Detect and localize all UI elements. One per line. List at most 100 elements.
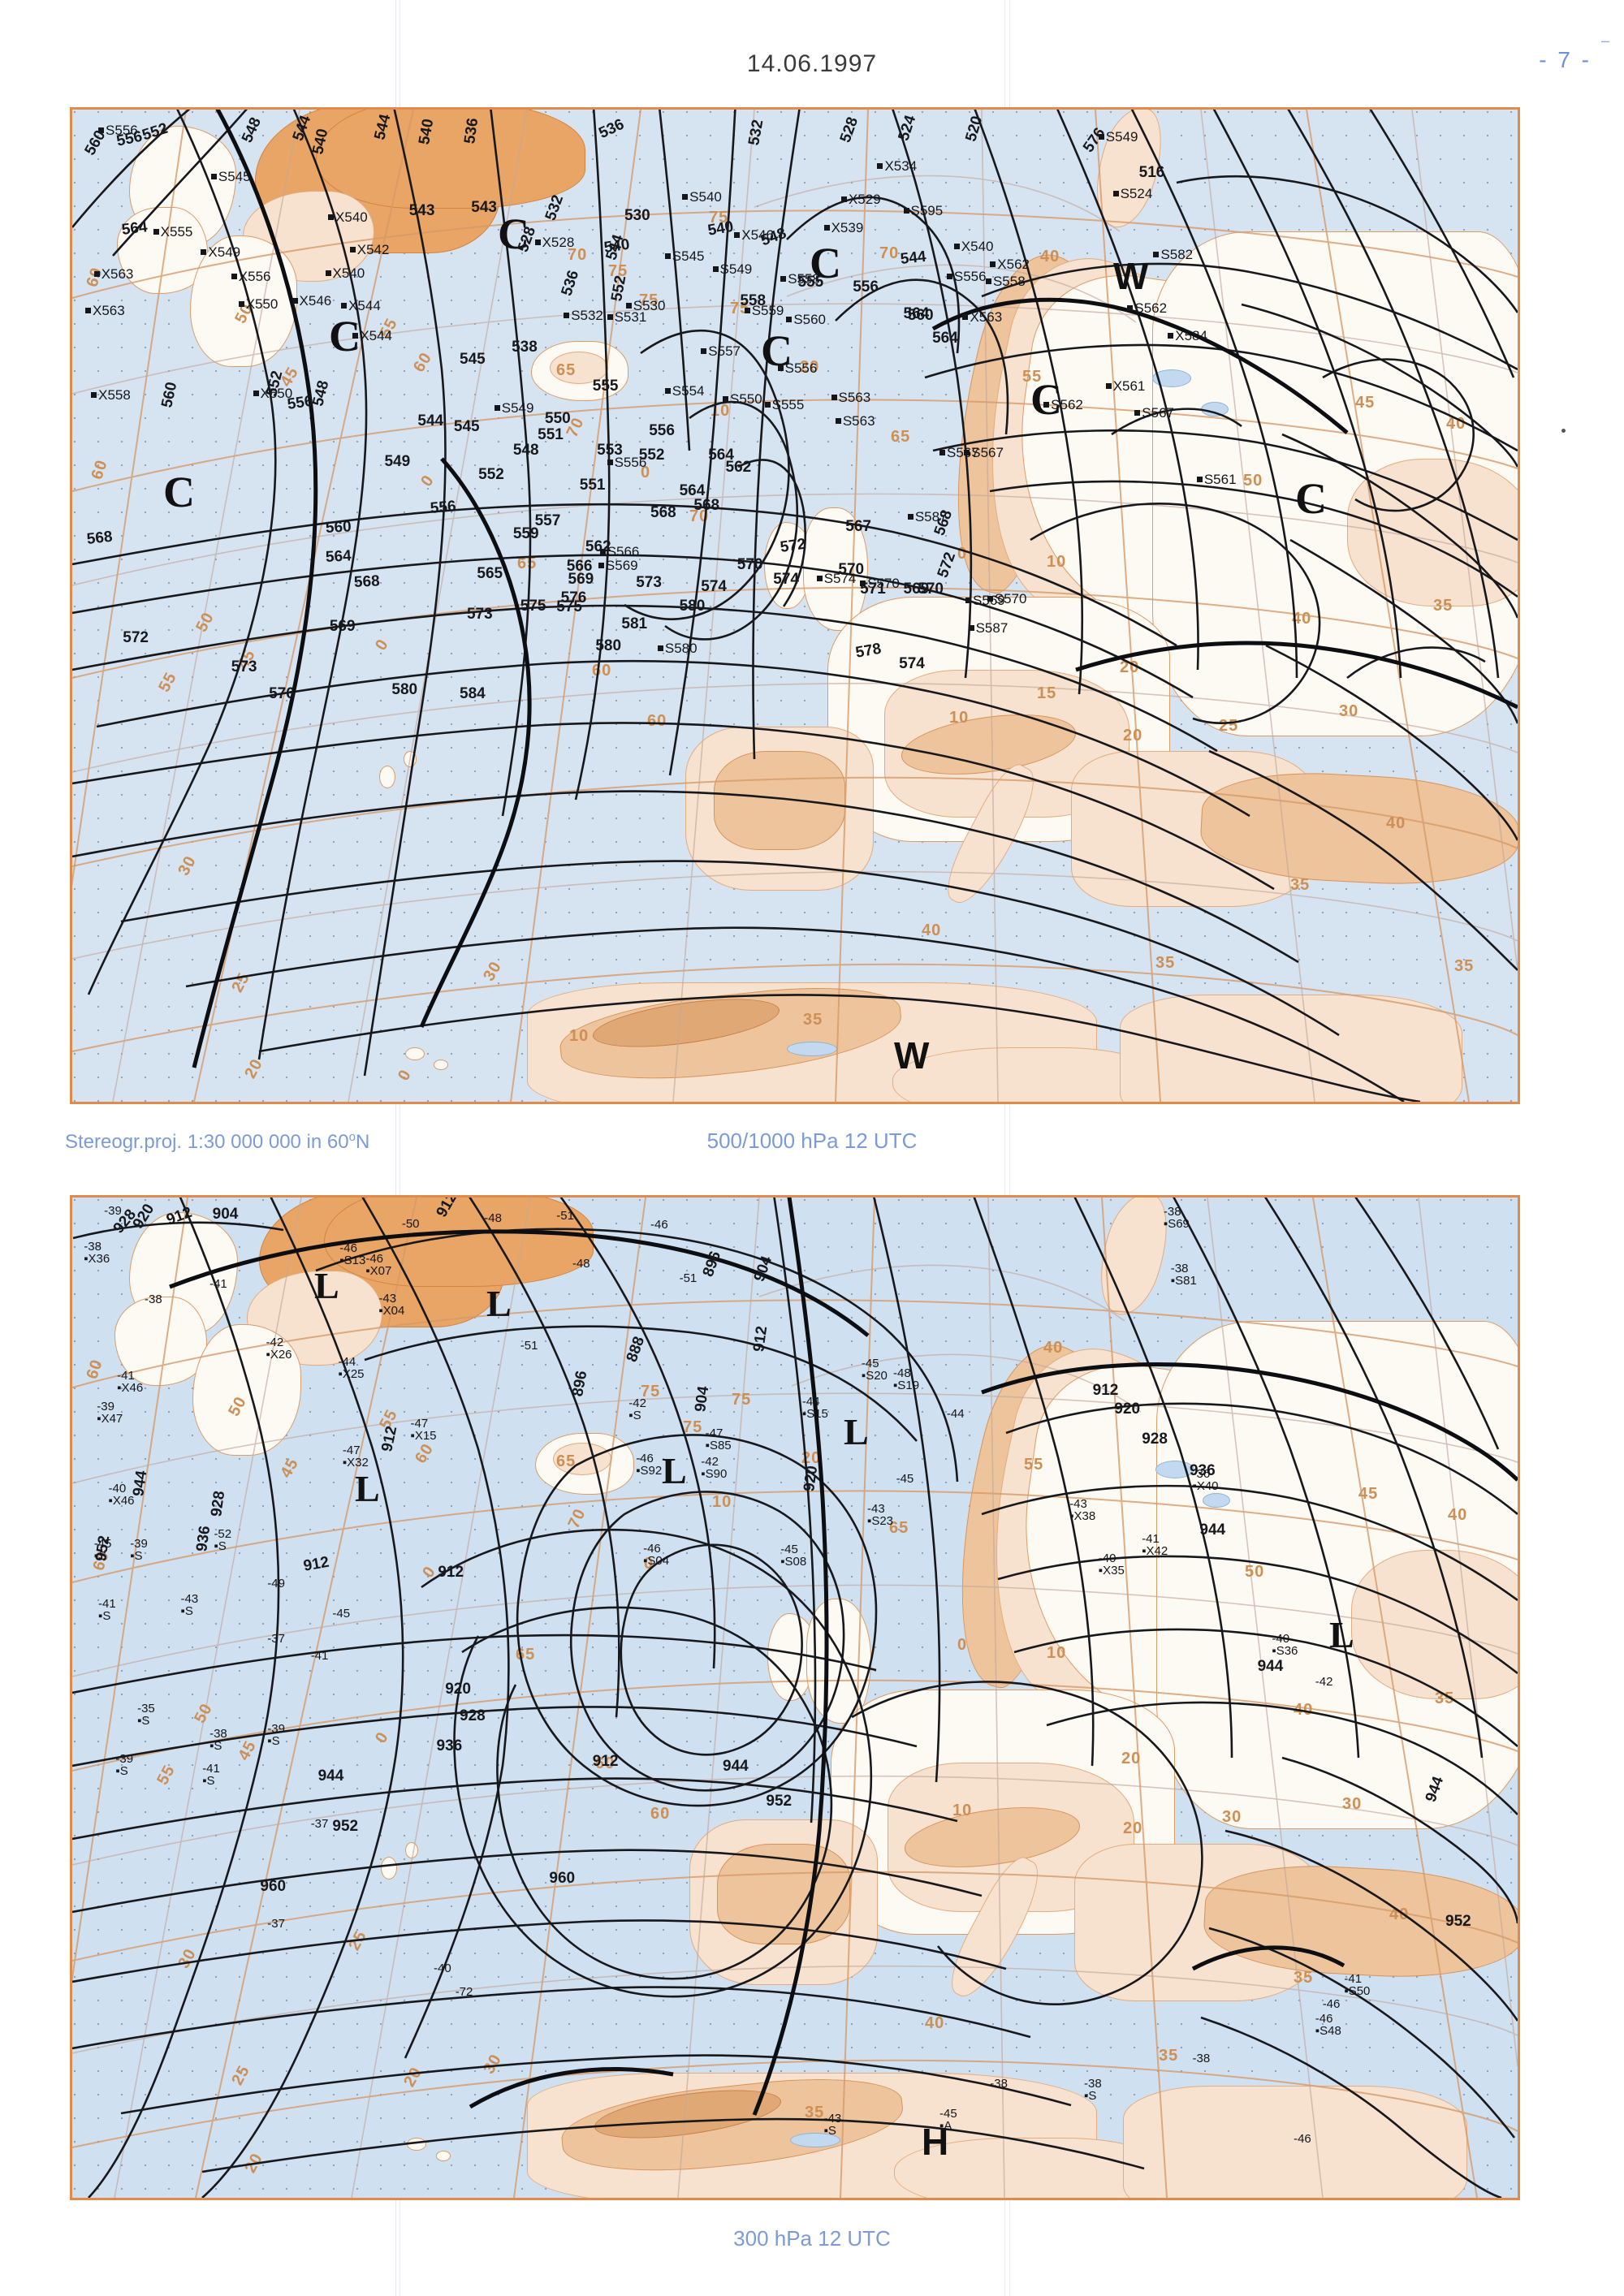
station-value: S567 (964, 445, 1004, 461)
projection-caption: Stereogr.proj. 1:30 000 000 in 60oN (65, 1130, 370, 1153)
low-centre-symbol: C (761, 326, 793, 375)
low-centre-symbol: L (314, 1265, 339, 1306)
station-temperature: -46 (365, 1251, 384, 1266)
station-temperature: -40 (434, 1962, 451, 1976)
station-temperature: -40 (1098, 1552, 1116, 1566)
station-temperature: -37 (310, 1816, 329, 1831)
station-temperature: -37 (267, 1631, 285, 1646)
graticule-label: 30 (1339, 702, 1359, 720)
station-plot: -38 (1193, 2052, 1211, 2065)
contour-label: 912 (749, 1324, 771, 1353)
station-temperature: -38 (145, 1293, 162, 1307)
contour-label: 904 (212, 1205, 239, 1223)
station-value: X544 (341, 298, 381, 314)
contour-label: 584 (460, 684, 486, 702)
station-temperature: -48 (484, 1211, 502, 1226)
station-value: S587 (907, 509, 948, 525)
contour-label: 912 (438, 1563, 464, 1581)
station-value: S556 (607, 455, 646, 471)
station-temperature: -38 (84, 1239, 102, 1254)
station-id: ▪S (180, 1603, 193, 1618)
station-value: S567 (1134, 405, 1174, 421)
station-plot: -46 ▪S48 (1315, 2013, 1341, 2037)
graticule-label: 0 (957, 1636, 968, 1654)
station-plot: -72 (456, 1986, 473, 1998)
station-temperature: -42 (1315, 1674, 1333, 1689)
station-plot: -48 (572, 1258, 590, 1270)
station-id: ▪S90 (701, 1466, 728, 1481)
station-id: ▪X36 (84, 1251, 110, 1266)
station-temperature: -45 (93, 1536, 112, 1551)
station-value: X528 (534, 235, 574, 251)
station-temperature: -48 (893, 1366, 911, 1381)
station-plot: -44 ▪S15 (802, 1396, 828, 1420)
graticule-label: 40 (1294, 1701, 1314, 1719)
station-plot: -44 ▪X25 (339, 1356, 365, 1380)
station-value: S540 (682, 189, 722, 205)
station-plot: -50 (402, 1218, 420, 1230)
station-temperature: -41 (1142, 1531, 1160, 1546)
station-plot: -41 ▪X46 (117, 1370, 143, 1394)
graticule-label: 40 (925, 2014, 945, 2032)
graticule-label: 35 (803, 1011, 823, 1029)
page-number: - 7 - (1539, 47, 1592, 72)
low-centre-symbol: L (355, 1468, 380, 1509)
contour-label: 570 (838, 561, 865, 578)
contour-label: 575 (556, 598, 582, 616)
station-value: S524 (1112, 186, 1152, 202)
station-value: S545 (664, 248, 705, 265)
station-value: S560 (786, 312, 826, 328)
contour-label: 553 (597, 442, 623, 460)
station-plot: -46 ▪S13 (339, 1242, 365, 1267)
station-plot: -47 ▪X15 (411, 1418, 437, 1442)
station-plot: -42 (1315, 1676, 1333, 1688)
station-plot: -37 (267, 1633, 285, 1645)
low-centre-symbol: L (662, 1450, 687, 1491)
station-id: ▪S13 (339, 1254, 366, 1268)
contour-label: 569 (903, 580, 930, 598)
station-value: S554 (664, 383, 705, 399)
contour-label: 562 (725, 459, 752, 477)
station-plot: -45 ▪S (94, 1538, 112, 1562)
graticule-label: 40 (1043, 1339, 1064, 1357)
station-temperature: -38 (1192, 2052, 1211, 2066)
station-temperature: -44 (801, 1394, 820, 1409)
graticule-label: 60 (647, 712, 667, 730)
contour-label: 536 (460, 116, 482, 145)
graticule-label: 35 (1435, 1690, 1455, 1707)
map-300-caption: 300 hPa 12 UTC (733, 2226, 891, 2251)
graticule-label: 75 (639, 291, 659, 309)
contour-label: 564 (679, 482, 706, 500)
station-value: S549 (1098, 129, 1138, 145)
station-plot: -39 ▪S (115, 1753, 133, 1777)
graticule-label: 70 (879, 244, 900, 262)
contour-label: 570 (736, 555, 763, 573)
station-temperature: -43 (378, 1292, 397, 1306)
station-temperature: -43 (180, 1591, 199, 1606)
station-id: ▪S36 (1272, 1643, 1298, 1658)
contour-label: 572 (123, 629, 149, 647)
station-temperature: -46 (1315, 2012, 1333, 2026)
station-value: S549 (494, 400, 533, 416)
graticule-label: 35 (1294, 1969, 1314, 1987)
graticule-label: 75 (608, 262, 628, 280)
station-value: X544 (352, 328, 392, 344)
contour-label: 936 (1189, 1462, 1216, 1480)
station-plot: -38 ▪S (209, 1728, 227, 1752)
station-temperature: -50 (401, 1216, 420, 1231)
contour-label: 936 (193, 1525, 214, 1553)
station-plot: -40 ▪X46 (109, 1482, 135, 1507)
low-centre-symbol: L (1329, 1614, 1354, 1655)
contour-label: 944 (1199, 1521, 1226, 1539)
station-value: S561 (1196, 472, 1237, 488)
map-500-caption: 500/1000 hPa 12 UTC (706, 1129, 918, 1153)
station-plot: -51 (680, 1272, 698, 1284)
station-plot: -38 ▪S69 (1164, 1206, 1190, 1230)
station-value: X556 (231, 269, 271, 285)
station-value: S563 (831, 390, 870, 406)
station-id: ▪S04 (643, 1554, 670, 1569)
station-value: X550 (253, 386, 292, 402)
graticule-label: 35 (805, 2104, 825, 2121)
low-centre-symbol: C (1295, 474, 1327, 523)
